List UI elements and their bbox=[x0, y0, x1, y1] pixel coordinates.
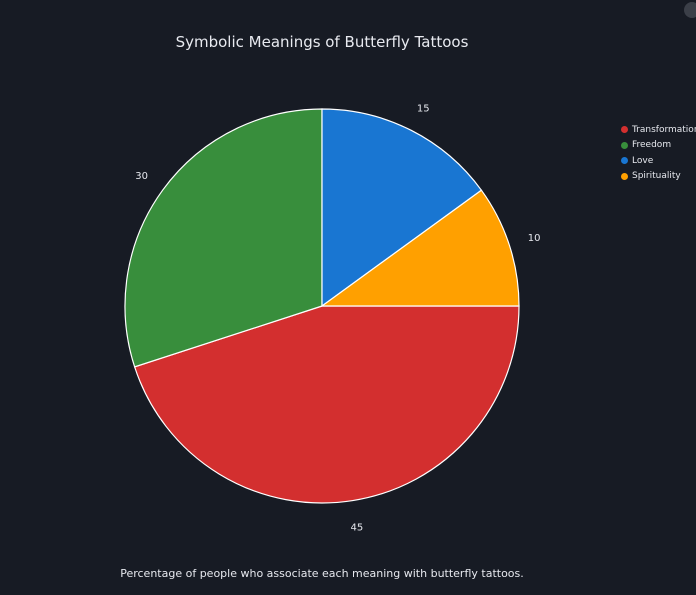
chart-title: Symbolic Meanings of Butterfly Tattoos bbox=[175, 33, 469, 51]
pie-slice-transformation[interactable] bbox=[133, 305, 520, 504]
pie-slice-spirituality[interactable] bbox=[320, 189, 520, 307]
data-label-freedom: 30 bbox=[135, 171, 148, 182]
legend-swatch-spirituality bbox=[621, 172, 628, 180]
legend-item-love[interactable]: Love bbox=[621, 153, 696, 169]
legend-label-transformation: Transformation bbox=[632, 124, 696, 135]
data-label-transformation: 45 bbox=[351, 522, 364, 533]
legend-label-love: Love bbox=[632, 155, 654, 166]
pie-slice-love[interactable] bbox=[321, 108, 483, 308]
legend-label-spirituality: Spirituality bbox=[632, 171, 681, 182]
pie-slice-freedom[interactable] bbox=[124, 108, 323, 368]
legend-swatch-transformation bbox=[621, 126, 628, 134]
data-label-spirituality: 10 bbox=[528, 233, 541, 244]
legend-label-freedom: Freedom bbox=[632, 140, 672, 151]
chart-legend: Transformation Freedom Love Spirituality bbox=[621, 122, 696, 184]
chart-caption: Percentage of people who associate each … bbox=[120, 567, 524, 580]
chart-menu-button[interactable] bbox=[684, 2, 696, 18]
legend-item-transformation[interactable]: Transformation bbox=[621, 122, 696, 138]
legend-item-spirituality[interactable]: Spirituality bbox=[621, 169, 696, 185]
legend-swatch-love bbox=[621, 157, 628, 165]
legend-item-freedom[interactable]: Freedom bbox=[621, 138, 696, 154]
legend-swatch-freedom bbox=[621, 141, 628, 149]
data-label-love: 15 bbox=[417, 103, 430, 114]
